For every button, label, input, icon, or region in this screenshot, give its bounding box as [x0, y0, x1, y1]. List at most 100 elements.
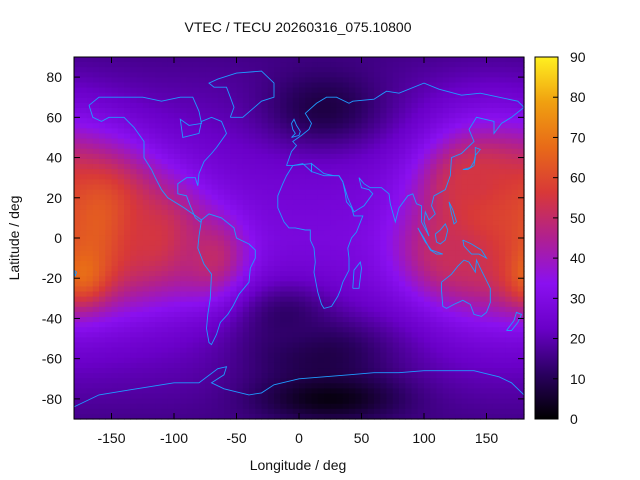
- heatmap-cell: [405, 388, 413, 395]
- heatmap-cell: [92, 87, 100, 94]
- heatmap-cell: [286, 362, 294, 369]
- heatmap-cell: [392, 383, 400, 390]
- heatmap-cell: [355, 362, 363, 369]
- heatmap-cell: [511, 158, 519, 165]
- heatmap-cell: [467, 215, 475, 221]
- heatmap-cell: [155, 255, 163, 262]
- heatmap-cell: [92, 67, 100, 73]
- heatmap-cell: [480, 153, 488, 160]
- heatmap-cell: [217, 337, 225, 344]
- heatmap-cell: [392, 67, 400, 73]
- heatmap-cell: [86, 337, 94, 344]
- heatmap-cell: [105, 77, 113, 84]
- heatmap-cell: [149, 235, 156, 242]
- heatmap-cell: [192, 393, 200, 400]
- heatmap-cell: [517, 327, 525, 333]
- heatmap-cell: [236, 362, 244, 369]
- heatmap-cell: [311, 123, 319, 129]
- heatmap-cell: [386, 158, 394, 165]
- heatmap-cell: [205, 123, 213, 129]
- heatmap-cell: [430, 184, 438, 191]
- heatmap-cell: [236, 332, 244, 339]
- heatmap-cell: [361, 92, 369, 99]
- heatmap-cell: [436, 148, 444, 155]
- heatmap-cell: [92, 92, 100, 99]
- heatmap-cell: [417, 133, 425, 140]
- heatmap-cell: [399, 311, 406, 318]
- heatmap-cell: [161, 153, 169, 160]
- heatmap-cell: [111, 383, 119, 390]
- heatmap-cell: [186, 255, 194, 262]
- heatmap-cell: [142, 72, 150, 78]
- heatmap-cell: [230, 306, 238, 313]
- heatmap-cell: [411, 179, 419, 186]
- heatmap-cell: [367, 337, 375, 344]
- heatmap-cell: [330, 138, 338, 145]
- heatmap-cell: [192, 271, 200, 277]
- heatmap-cell: [349, 133, 356, 140]
- heatmap-cell: [167, 174, 175, 180]
- heatmap-cell: [199, 138, 206, 145]
- heatmap-cell: [92, 158, 100, 165]
- heatmap-cell: [267, 123, 275, 129]
- heatmap-cell: [361, 174, 369, 180]
- heatmap-cell: [442, 169, 450, 175]
- heatmap-cell: [461, 378, 469, 384]
- heatmap-cell: [267, 82, 275, 89]
- heatmap-cell: [111, 388, 119, 395]
- heatmap-cell: [392, 153, 400, 160]
- heatmap-cell: [311, 383, 319, 390]
- heatmap-cell: [480, 107, 488, 114]
- heatmap-cell: [417, 245, 425, 252]
- heatmap-cell: [274, 128, 281, 135]
- heatmap-cell: [386, 153, 394, 160]
- heatmap-cell: [217, 296, 225, 303]
- heatmap-cell: [161, 225, 169, 231]
- heatmap-cell: [299, 215, 306, 221]
- heatmap-cell: [461, 143, 469, 150]
- heatmap-cell: [342, 342, 350, 349]
- heatmap-cell: [517, 215, 525, 221]
- heatmap-cell: [292, 255, 300, 262]
- heatmap-cell: [392, 72, 400, 78]
- heatmap-cell: [199, 92, 206, 99]
- heatmap-cell: [217, 378, 225, 384]
- heatmap-cell: [249, 362, 256, 369]
- heatmap-cell: [99, 271, 106, 277]
- heatmap-cell: [92, 250, 100, 257]
- heatmap-cell: [411, 378, 419, 384]
- heatmap-cell: [242, 266, 250, 272]
- heatmap-cell: [111, 164, 119, 170]
- heatmap-cell: [111, 220, 119, 226]
- heatmap-cell: [467, 332, 475, 339]
- heatmap-cell: [74, 332, 81, 339]
- heatmap-cell: [411, 296, 419, 303]
- heatmap-cell: [124, 72, 131, 78]
- heatmap-cell: [480, 276, 488, 282]
- heatmap-cell: [442, 194, 450, 201]
- heatmap-cell: [286, 271, 294, 277]
- heatmap-cell: [336, 393, 344, 400]
- heatmap-cell: [474, 92, 481, 99]
- heatmap-cell: [217, 174, 225, 180]
- heatmap-cell: [461, 271, 469, 277]
- heatmap-cell: [267, 164, 275, 170]
- heatmap-cell: [180, 240, 188, 247]
- heatmap-cell: [105, 352, 113, 359]
- heatmap-cell: [480, 62, 488, 68]
- heatmap-cell: [411, 403, 419, 410]
- heatmap-cell: [374, 77, 381, 84]
- heatmap-cell: [261, 266, 269, 272]
- heatmap-cell: [505, 357, 513, 364]
- heatmap-cell: [74, 276, 81, 282]
- heatmap-cell: [474, 368, 481, 374]
- heatmap-cell: [411, 118, 419, 124]
- heatmap-cell: [274, 77, 281, 84]
- heatmap-cell: [242, 102, 250, 109]
- heatmap-cell: [305, 153, 313, 160]
- heatmap-cell: [255, 296, 263, 303]
- heatmap-cell: [449, 164, 456, 170]
- heatmap-cell: [405, 199, 413, 206]
- heatmap-cell: [142, 250, 150, 257]
- heatmap-cell: [211, 225, 219, 231]
